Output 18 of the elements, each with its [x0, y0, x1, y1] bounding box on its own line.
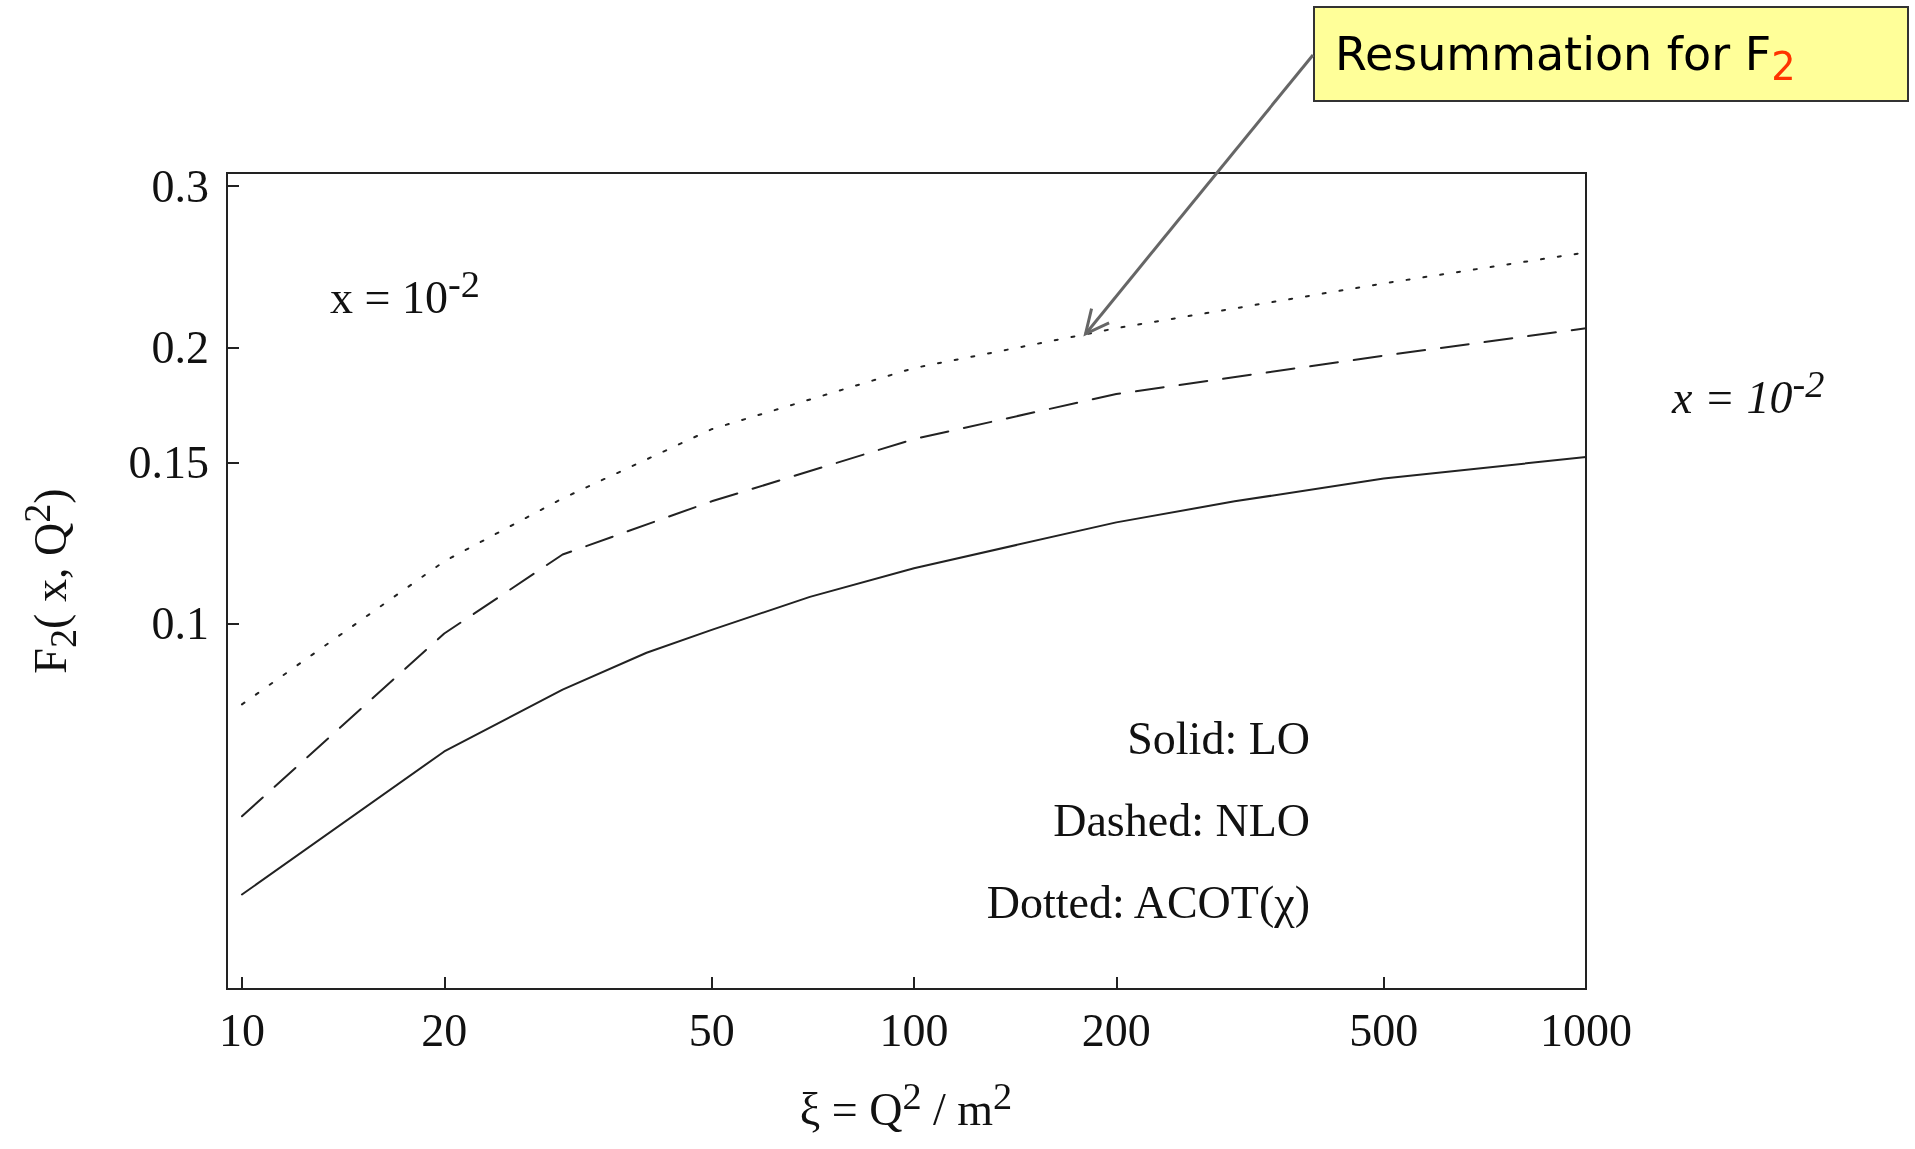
annotation: Dashed: NLO	[1053, 794, 1310, 847]
annotation: Solid: LO	[1127, 712, 1310, 765]
x-tick-label: 500	[1349, 1004, 1419, 1056]
annotation: x = 10$^{-2}$	[330, 262, 480, 325]
annotation: Dotted: ACOT(χ)	[986, 876, 1310, 929]
x-tick-label: 20	[421, 1004, 468, 1056]
y-tick-label: 0.3	[151, 160, 209, 212]
annotation: Resummation for F$_{2}$	[1313, 6, 1909, 102]
x-tick-label: 50	[688, 1004, 735, 1056]
y-tick-label: 0.15	[128, 436, 209, 488]
y-tick-label: 0.1	[151, 598, 209, 650]
x-tick-label: 1000	[1540, 1004, 1632, 1056]
x-tick-label: 200	[1081, 1004, 1151, 1056]
x-tick-label: 10	[218, 1004, 265, 1056]
y-tick-label: 0.2	[151, 322, 209, 374]
x-axis-title: ξ = Q$^{2}$ / m$^{2}$	[799, 1073, 1013, 1136]
x-tick-label: 100	[879, 1004, 949, 1056]
text: x = 10$^{-2}$	[1672, 362, 1825, 425]
